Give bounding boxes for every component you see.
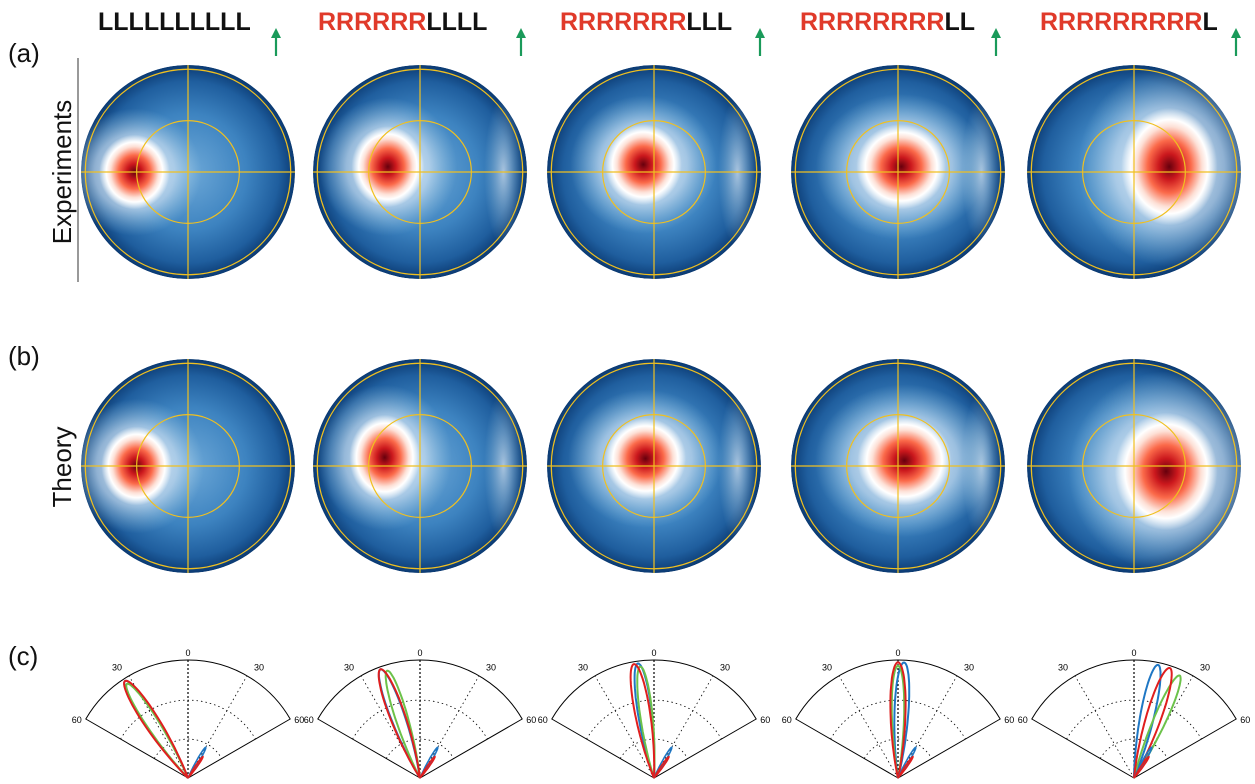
experiment-heatmap-3 [547,65,761,279]
polar-tick-0: 0 [185,648,190,658]
polar-tick-left-30: 30 [112,663,122,673]
up-arrow-icon [755,28,765,56]
up-arrow-icon [516,28,526,56]
theory-heatmap-2 [313,359,527,573]
pattern-curve-green [636,665,656,779]
experiment-heatmap-2 [313,65,527,279]
pattern-curve-blue [893,661,911,779]
row-label-theory: Theory [47,427,77,508]
column-header-1: LLLLLLLLLL [98,8,251,36]
header-red-part: RRRRRRR [560,8,686,36]
polar-tick-left-60: 60 [304,715,314,725]
column-header-5: RRRRRRRRRL [1040,8,1218,36]
header-black-part: LLL [686,8,732,36]
polar-tick-right-60: 60 [526,715,536,725]
panel-label-c: (c) [8,641,38,671]
polar-tick-right-30: 30 [254,663,264,673]
theory-heatmap-5 [1027,359,1241,573]
polar-tick-right-30: 30 [720,663,730,673]
header-black-part: LLLLLLLLLL [98,8,251,36]
hotspot [1121,107,1218,226]
pattern-curve-red [629,663,656,779]
theory-heatmap-4 [791,359,1005,573]
panel-label-b: (b) [8,341,40,371]
polar-tick-right-60: 60 [1004,715,1014,725]
guide-lines [791,65,1005,279]
header-black-part: L [1203,8,1218,36]
row-label-experiments: Experiments [47,100,77,245]
header-black-part: LL [944,8,975,36]
pattern-curve-green [384,669,421,779]
polar-tick-right-30: 30 [964,663,974,673]
polar-plot-5: 0 30 30 60 60 [1018,648,1250,779]
up-arrow-icon [271,28,281,56]
column-header-2: RRRRRRLLLL [318,8,487,36]
polar-plot-2: 0 30 30 60 60 [304,648,536,779]
polar-tick-right-60: 60 [294,715,304,725]
polar-tick-left-30: 30 [578,663,588,673]
guide-lines [791,359,1005,573]
column-header-3: RRRRRRRLLL [560,8,732,36]
guide-lines [1027,359,1241,573]
pattern-curve-green [1133,674,1182,779]
polar-tick-right-60: 60 [1240,715,1250,725]
polar-tick-left-30: 30 [1058,663,1068,673]
guide-lines [1027,65,1241,279]
pattern-curve-red [123,679,189,779]
guide-lines [313,65,527,279]
polar-plot-4: 0 30 30 60 60 [782,648,1014,779]
polar-tick-left-60: 60 [1018,715,1028,725]
polar-tick-left-60: 60 [72,715,82,725]
pattern-curve-red [1133,667,1173,779]
up-arrow-icon [991,28,1001,56]
header-black-part: LLLL [426,8,487,36]
pattern-curve-blue [1133,663,1162,779]
hotspot [604,123,682,206]
hotspot [349,414,420,501]
column-header-4: RRRRRRRRLL [800,8,975,36]
experiment-heatmap-4 [791,65,1005,279]
polar-tick-left-60: 60 [782,715,792,725]
pattern-curve-red [889,661,907,779]
guide-lines [313,359,527,573]
polar-tick-right-30: 30 [486,663,496,673]
experiment-heatmap-5 [1027,65,1241,279]
header-red-part: RRRRRR [318,8,426,36]
header-red-part: RRRRRRRR [800,8,944,36]
polar-tick-left-60: 60 [538,715,548,725]
polar-tick-0: 0 [651,648,656,658]
polar-tick-left-30: 30 [344,663,354,673]
polar-tick-left-30: 30 [822,663,832,673]
pattern-curve-red [377,668,421,779]
panel-label-a: (a) [8,38,40,68]
guide-lines [81,65,295,279]
hotspot [857,415,952,506]
up-arrow-icon [1231,28,1241,56]
hotspot [1114,412,1218,531]
polar-tick-0: 0 [1131,648,1136,658]
polar-tick-right-30: 30 [1200,663,1210,673]
polar-plot-3: 0 30 30 60 60 [538,648,770,779]
hotspot [351,125,425,208]
header-red-part: RRRRRRRRR [1040,8,1203,36]
polar-tick-0: 0 [895,648,900,658]
theory-heatmap-3 [547,359,761,573]
hotspot [604,417,687,500]
theory-heatmap-1 [81,359,295,573]
hotspot [856,123,947,210]
guide-lines [81,359,295,573]
polar-tick-0: 0 [417,648,422,658]
guide-lines [547,359,761,573]
polar-plot-1: 0 30 30 60 60 [72,648,304,779]
polar-tick-right-60: 60 [760,715,770,725]
experiment-heatmap-1 [81,65,295,279]
guide-lines [547,65,761,279]
